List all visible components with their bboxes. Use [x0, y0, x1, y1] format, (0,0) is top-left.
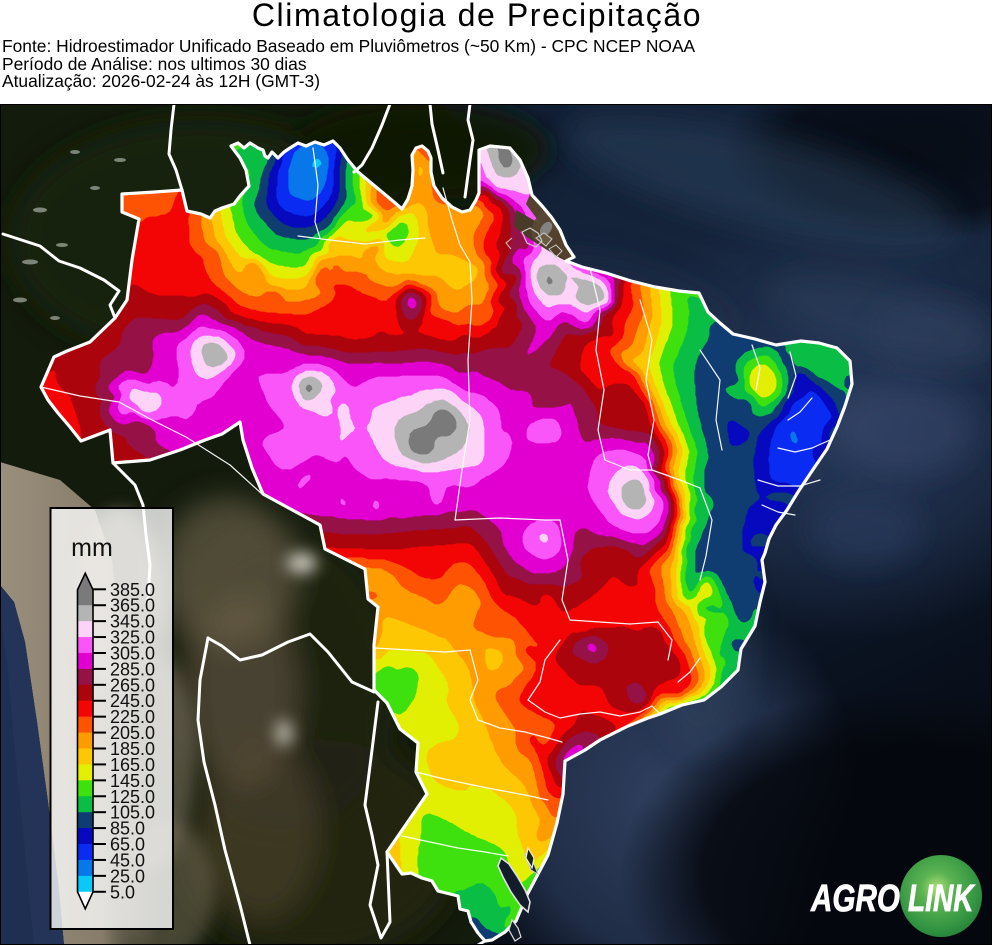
- svg-text:305.0: 305.0: [110, 643, 155, 663]
- svg-text:165.0: 165.0: [110, 755, 155, 775]
- svg-text:325.0: 325.0: [110, 628, 155, 648]
- svg-text:265.0: 265.0: [110, 675, 155, 695]
- svg-text:345.0: 345.0: [110, 612, 155, 632]
- svg-text:205.0: 205.0: [110, 723, 155, 743]
- svg-text:185.0: 185.0: [110, 739, 155, 759]
- svg-text:45.0: 45.0: [110, 850, 145, 870]
- svg-text:385.0: 385.0: [110, 580, 155, 600]
- svg-text:25.0: 25.0: [110, 866, 145, 886]
- svg-text:5.0: 5.0: [110, 882, 135, 902]
- svg-text:LINK: LINK: [908, 878, 976, 920]
- svg-text:225.0: 225.0: [110, 707, 155, 727]
- svg-text:285.0: 285.0: [110, 659, 155, 679]
- svg-text:245.0: 245.0: [110, 691, 155, 711]
- svg-text:365.0: 365.0: [110, 596, 155, 616]
- svg-text:AGRO: AGRO: [810, 878, 900, 920]
- svg-text:65.0: 65.0: [110, 835, 145, 855]
- svg-text:145.0: 145.0: [110, 771, 155, 791]
- svg-text:85.0: 85.0: [110, 819, 145, 839]
- svg-text:105.0: 105.0: [110, 803, 155, 823]
- svg-text:125.0: 125.0: [110, 787, 155, 807]
- svg-text:mm: mm: [71, 534, 113, 562]
